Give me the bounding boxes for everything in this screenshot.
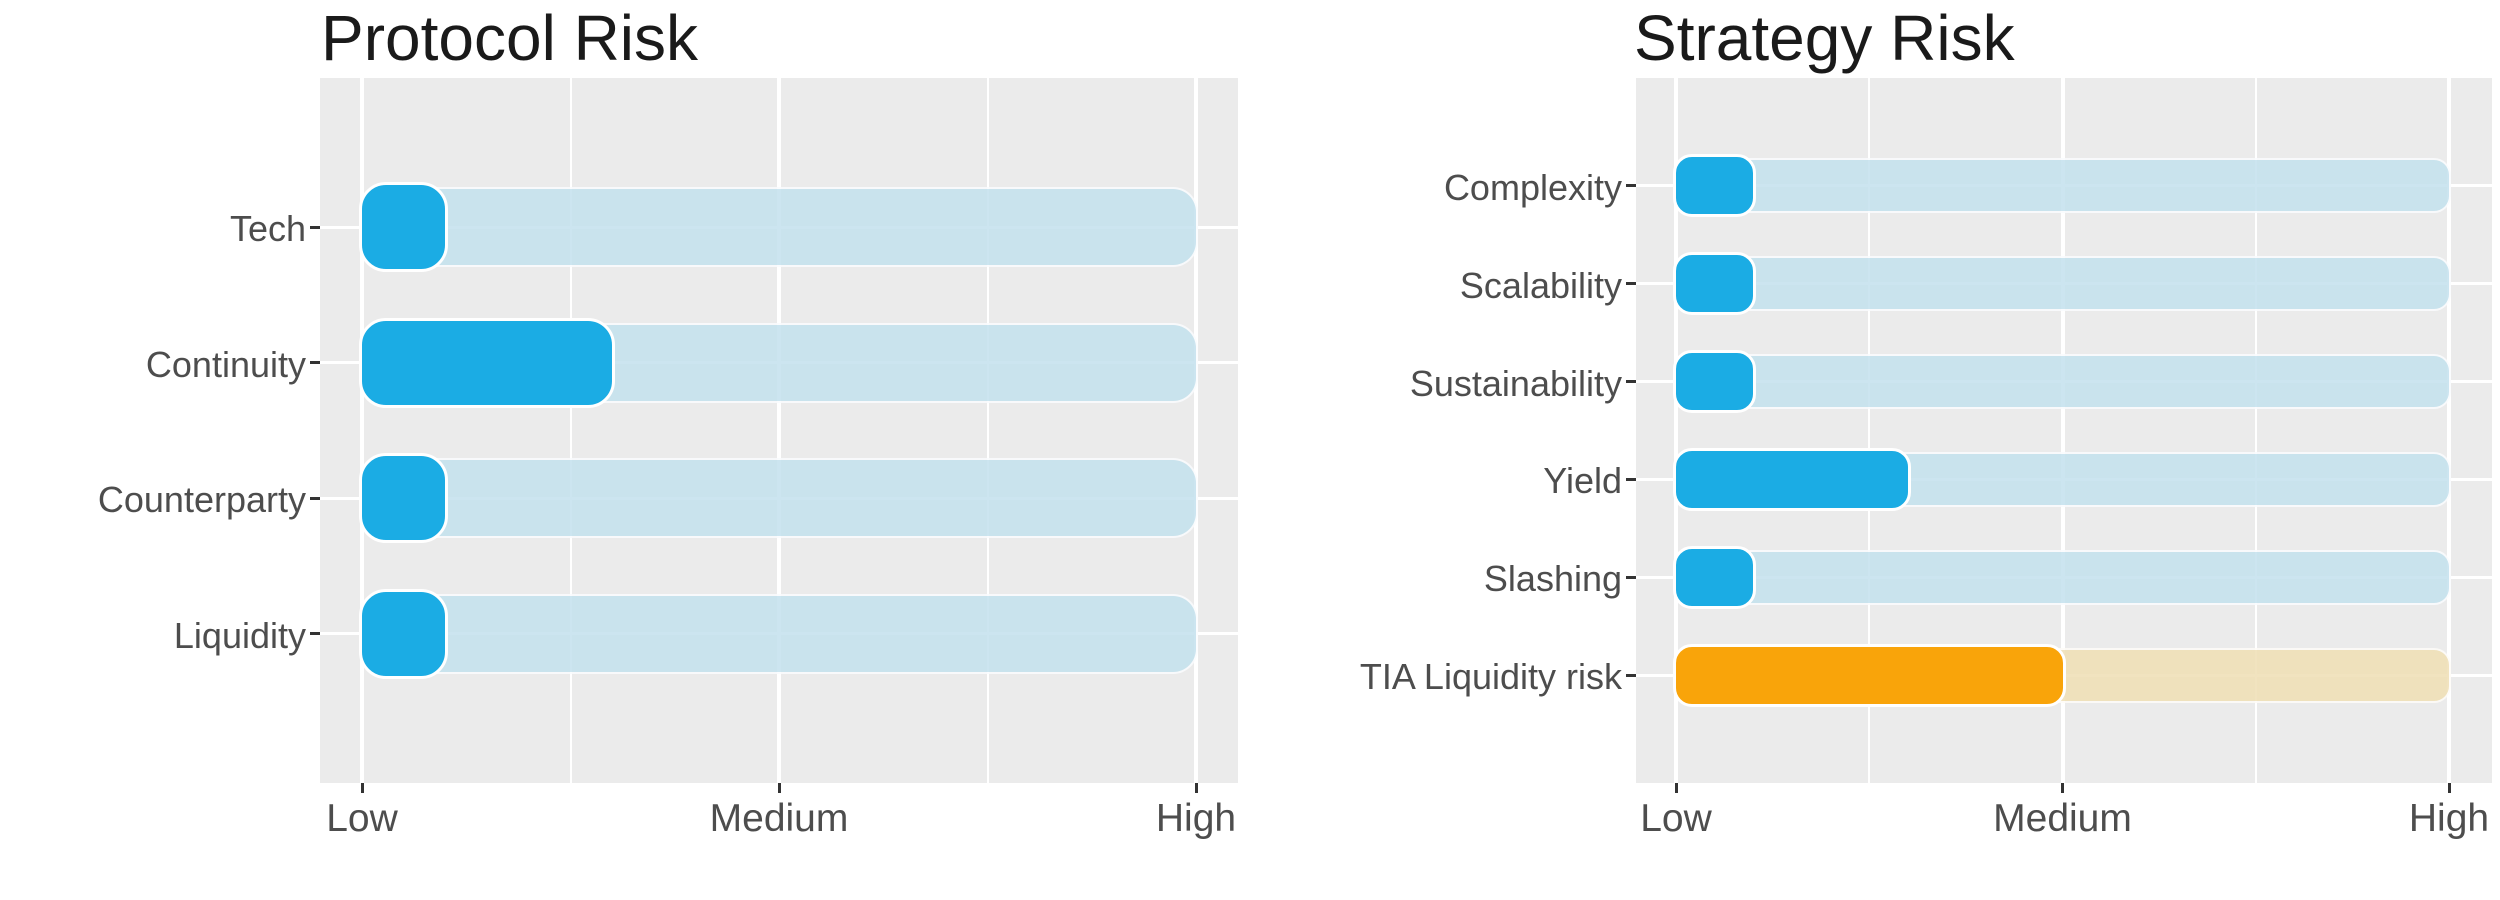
x-axis-label-medium: Medium bbox=[1993, 797, 2132, 840]
y-axis-label-complexity: Complexity bbox=[1443, 166, 1622, 208]
x-gridline-major bbox=[1194, 78, 1198, 783]
y-tick-scalability bbox=[1626, 282, 1636, 286]
bar-fill-tech bbox=[359, 182, 449, 273]
bar-fill-counterparty bbox=[359, 453, 449, 544]
x-tick-low bbox=[360, 783, 364, 793]
y-tick-liquidity bbox=[310, 632, 320, 636]
bar-fill-yield bbox=[1673, 447, 1911, 511]
bar-fill-tia-liquidity-risk bbox=[1673, 643, 2066, 707]
x-gridline-major bbox=[2447, 78, 2451, 783]
x-axis-label-medium: Medium bbox=[709, 797, 849, 840]
bar-track-liquidity bbox=[360, 593, 1198, 674]
bar-fill-scalability bbox=[1673, 252, 1757, 316]
y-axis-label-continuity: Continuity bbox=[145, 343, 306, 385]
x-gridline-major bbox=[360, 78, 364, 783]
bar-track-sustainability bbox=[1674, 354, 2451, 410]
x-axis-label-high: High bbox=[2408, 797, 2490, 840]
bar-track-counterparty bbox=[360, 458, 1198, 539]
x-gridline-major bbox=[2060, 78, 2065, 783]
x-gridline-major bbox=[777, 78, 781, 783]
y-tick-complexity bbox=[1626, 184, 1636, 188]
y-axis-label-scalability: Scalability bbox=[1459, 264, 1622, 306]
y-tick-sustainability bbox=[1626, 380, 1636, 384]
x-axis-label-low: Low bbox=[326, 797, 398, 840]
x-tick-high bbox=[1194, 783, 1198, 793]
bar-fill-liquidity bbox=[359, 588, 449, 679]
y-tick-tia-liquidity-risk bbox=[1626, 673, 1636, 677]
x-gridline-minor bbox=[1868, 78, 1871, 783]
chart-title: Protocol Risk bbox=[321, 2, 698, 74]
y-axis-label-tech: Tech bbox=[229, 208, 306, 250]
x-tick-medium bbox=[2061, 783, 2064, 793]
x-axis-label-low: Low bbox=[1640, 797, 1712, 840]
y-tick-tech bbox=[310, 225, 320, 229]
y-tick-slashing bbox=[1626, 575, 1636, 579]
y-tick-yield bbox=[1626, 477, 1636, 481]
bar-fill-sustainability bbox=[1673, 350, 1757, 414]
chart-panel bbox=[1636, 78, 2492, 783]
y-axis-label-sustainability: Sustainability bbox=[1409, 362, 1622, 404]
x-gridline-minor bbox=[2254, 78, 2257, 783]
chart-title: Strategy Risk bbox=[1634, 2, 2015, 74]
bar-fill-complexity bbox=[1673, 154, 1757, 218]
bar-fill-slashing bbox=[1673, 545, 1757, 609]
chart-panel bbox=[320, 78, 1238, 783]
bar-track-scalability bbox=[1674, 256, 2451, 312]
y-axis-label-slashing: Slashing bbox=[1483, 558, 1622, 600]
x-axis-label-high: High bbox=[1155, 797, 1237, 840]
x-tick-medium bbox=[777, 783, 781, 793]
y-axis-label-liquidity: Liquidity bbox=[173, 614, 306, 656]
bar-track-slashing bbox=[1674, 549, 2451, 605]
y-axis-label-yield: Yield bbox=[1543, 460, 1622, 502]
y-tick-counterparty bbox=[310, 496, 320, 500]
x-gridline-minor bbox=[986, 78, 989, 783]
x-gridline-minor bbox=[569, 78, 572, 783]
x-tick-high bbox=[2447, 783, 2451, 793]
y-axis-label-counterparty: Counterparty bbox=[97, 479, 306, 521]
x-tick-low bbox=[1674, 783, 1678, 793]
y-axis-label-tia-liquidity-risk: TIA Liquidity risk bbox=[1359, 656, 1622, 698]
bar-fill-continuity bbox=[359, 317, 616, 408]
bar-track-complexity bbox=[1674, 158, 2451, 214]
x-gridline-major bbox=[1674, 78, 1678, 783]
y-tick-continuity bbox=[310, 361, 320, 365]
bar-track-tech bbox=[360, 187, 1198, 268]
